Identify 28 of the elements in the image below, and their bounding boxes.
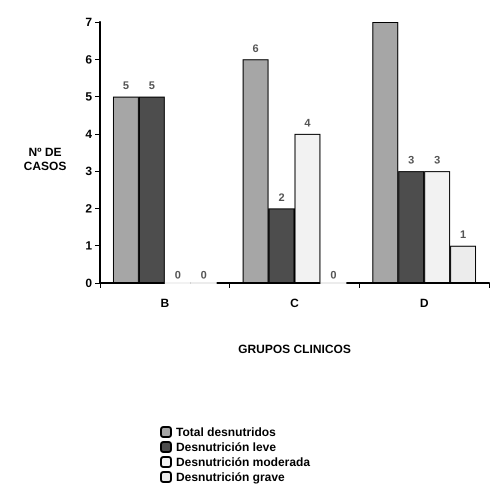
legend-label: Desnutrición moderada <box>176 455 310 469</box>
x-tick-label: D <box>420 296 429 310</box>
y-tick-label: 7 <box>85 15 92 29</box>
data-label: 5 <box>122 80 129 92</box>
y-tick-label: 3 <box>85 164 92 178</box>
y-tick-label: 2 <box>85 201 92 216</box>
data-label: 3 <box>434 154 440 167</box>
data-label: 4 <box>304 117 312 130</box>
data-label: 0 <box>174 270 181 282</box>
data-label: 2 <box>278 192 285 204</box>
y-tick-label: 4 <box>85 126 92 141</box>
data-label: 0 <box>200 270 207 282</box>
data-label: 1 <box>460 229 466 242</box>
y-tick-label: 0 <box>85 276 92 290</box>
data-label: 3 <box>408 154 414 167</box>
legend-label: Total desnutridos <box>176 425 276 439</box>
x-tick-label: C <box>290 296 300 310</box>
data-label: 6 <box>252 42 259 55</box>
data-label: 0 <box>330 270 336 282</box>
x-tick-label: B <box>160 296 170 310</box>
y-axis-title: Nº DE CASOS <box>22 145 68 173</box>
y-tick-label: 1 <box>85 238 92 253</box>
y-tick-label: 6 <box>85 52 92 66</box>
legend-label: Desnutrición leve <box>176 440 276 454</box>
y-tick-label: 5 <box>85 90 92 104</box>
data-label: 5 <box>148 80 155 92</box>
legend-label: Desnutrición grave <box>176 470 286 484</box>
x-axis-title: GRUPOS CLINICOS <box>238 342 351 356</box>
